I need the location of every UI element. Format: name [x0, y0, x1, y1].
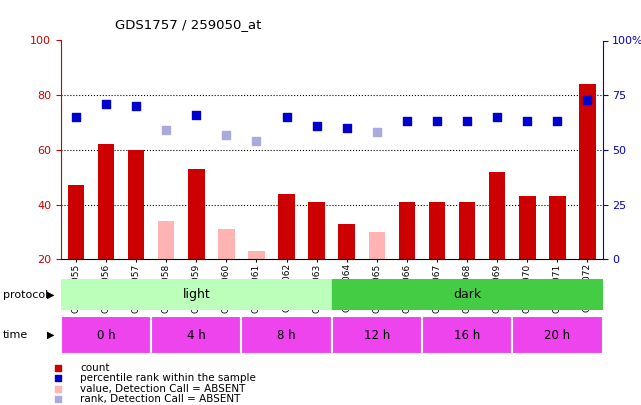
Point	[432, 118, 442, 125]
Bar	[338, 224, 355, 259]
Point	[462, 118, 472, 125]
Point	[372, 129, 382, 136]
Point	[71, 114, 81, 120]
Text: light: light	[183, 288, 210, 301]
Bar	[188, 169, 204, 259]
Bar	[248, 251, 265, 259]
Text: 8 h: 8 h	[278, 328, 296, 342]
Point	[281, 114, 292, 120]
Point	[342, 125, 352, 131]
Bar	[332, 316, 422, 354]
Bar	[218, 229, 235, 259]
Bar	[579, 84, 595, 259]
Bar	[459, 202, 476, 259]
Bar	[61, 279, 332, 310]
Bar	[278, 194, 295, 259]
Point	[522, 118, 533, 125]
Text: 16 h: 16 h	[454, 328, 480, 342]
Point	[191, 112, 201, 118]
Bar	[158, 221, 174, 259]
Bar	[308, 202, 325, 259]
Bar	[399, 202, 415, 259]
Bar	[489, 172, 506, 259]
Text: 0 h: 0 h	[97, 328, 115, 342]
Bar	[68, 185, 84, 259]
Text: count: count	[80, 363, 110, 373]
Bar	[519, 196, 536, 259]
Point	[161, 127, 171, 133]
Point	[221, 131, 231, 138]
Text: percentile rank within the sample: percentile rank within the sample	[80, 373, 256, 383]
Bar	[98, 145, 114, 259]
Text: value, Detection Call = ABSENT: value, Detection Call = ABSENT	[80, 384, 246, 394]
Bar	[429, 202, 445, 259]
Bar	[549, 196, 565, 259]
Text: rank, Detection Call = ABSENT: rank, Detection Call = ABSENT	[80, 394, 240, 404]
Bar	[242, 316, 332, 354]
Point	[101, 101, 111, 107]
Bar	[369, 232, 385, 259]
Bar	[422, 316, 512, 354]
Text: 20 h: 20 h	[544, 328, 570, 342]
Text: 4 h: 4 h	[187, 328, 206, 342]
Point	[251, 138, 262, 144]
Text: 12 h: 12 h	[363, 328, 390, 342]
Point	[492, 114, 503, 120]
Text: dark: dark	[453, 288, 481, 301]
Point	[402, 118, 412, 125]
Point	[553, 118, 563, 125]
Bar	[61, 316, 151, 354]
Text: ▶: ▶	[47, 330, 54, 340]
Bar	[332, 279, 603, 310]
Text: ▶: ▶	[47, 290, 54, 300]
Bar	[128, 150, 144, 259]
Bar	[512, 316, 603, 354]
Text: protocol: protocol	[3, 290, 49, 300]
Bar	[151, 316, 242, 354]
Text: time: time	[3, 330, 28, 340]
Point	[312, 123, 322, 129]
Point	[583, 96, 593, 103]
Text: GDS1757 / 259050_at: GDS1757 / 259050_at	[115, 18, 262, 31]
Point	[131, 103, 141, 109]
